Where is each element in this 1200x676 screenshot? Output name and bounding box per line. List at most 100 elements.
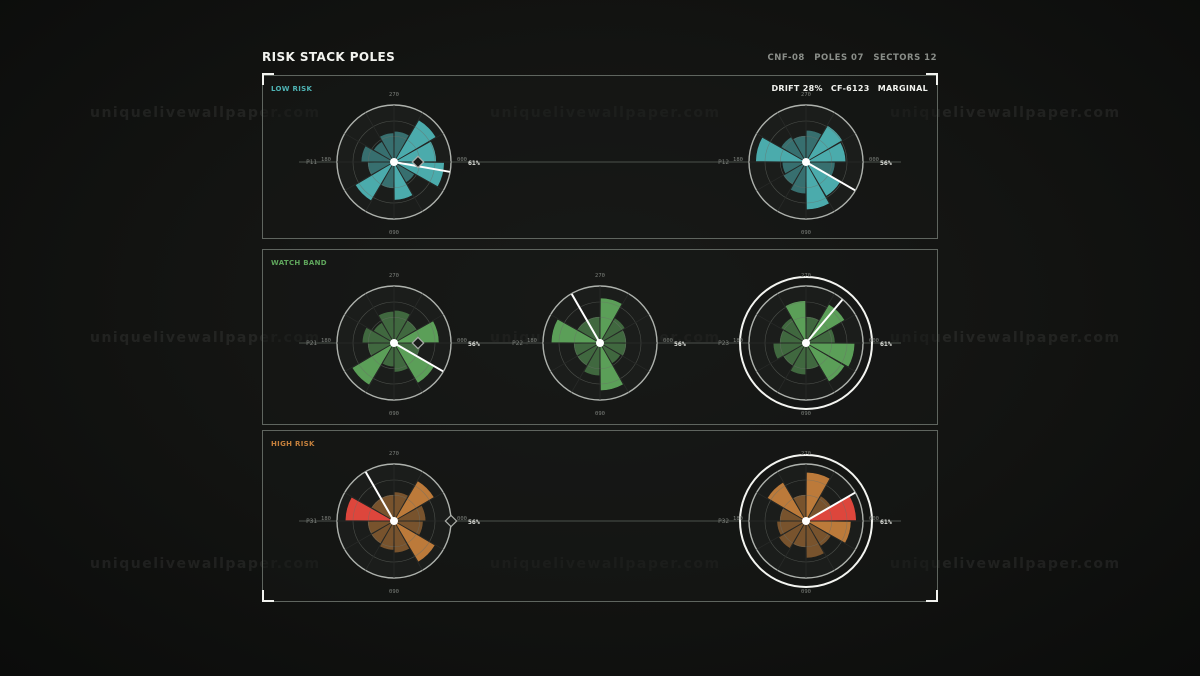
sector-bar xyxy=(805,520,825,559)
pole-p23: 270 090 180 000 P23 61% xyxy=(718,273,892,417)
sector-bar xyxy=(351,342,395,386)
axis-label-right: 000 xyxy=(457,338,467,344)
sector-spoke xyxy=(805,314,856,344)
sector-bar xyxy=(393,140,437,163)
sector-spoke xyxy=(393,133,444,163)
axis-label-bottom: 090 xyxy=(595,411,605,417)
sector-spoke xyxy=(365,520,395,571)
sector-spoke xyxy=(805,471,835,522)
frame-corner xyxy=(262,590,274,602)
needle xyxy=(393,342,444,372)
sector-bar xyxy=(393,520,436,563)
sector-spoke xyxy=(393,161,444,191)
pole-percent: 61% xyxy=(468,159,480,167)
sector-spoke xyxy=(599,342,650,372)
axis-label-top: 270 xyxy=(389,92,399,98)
sector-spoke xyxy=(599,342,629,393)
axis-label-top: 270 xyxy=(595,273,605,279)
pole-percent: 56% xyxy=(468,518,480,526)
pole-percent: 56% xyxy=(880,159,892,167)
sector-spoke xyxy=(344,520,395,550)
pole-percent: 61% xyxy=(880,518,892,526)
sector-spoke xyxy=(756,133,807,163)
pole-p31: 270 090 180 000 P31 56% xyxy=(306,451,480,595)
pole-id-label: P21 xyxy=(306,340,317,347)
status-readout: DRIFT 28% CF-6123 MARGINAL xyxy=(766,84,928,93)
axis-label-left: 180 xyxy=(733,157,743,163)
pole-p12: 270 090 180 000 P12 56% xyxy=(718,92,892,236)
case-id: CF-6123 xyxy=(830,84,870,93)
sector-spoke xyxy=(365,293,395,344)
band-label-high: HIGH RISK xyxy=(271,440,315,448)
sector-bar xyxy=(393,480,435,522)
sector-bar xyxy=(805,471,831,522)
sector-bar xyxy=(550,318,601,344)
sector-spoke xyxy=(777,471,807,522)
sector-spoke xyxy=(393,161,423,212)
sector-bar xyxy=(393,161,414,201)
watermark: uniquelivewallpaper.com xyxy=(90,105,321,121)
hub xyxy=(802,517,810,525)
watermark: uniquelivewallpaper.com xyxy=(890,105,1121,121)
sector-bar xyxy=(599,297,623,344)
diamond-marker xyxy=(411,336,425,350)
sector-spoke xyxy=(393,520,423,571)
axis-label-top: 270 xyxy=(801,451,811,457)
drift-value: DRIFT 28% xyxy=(771,84,823,93)
sector-spoke xyxy=(756,492,807,522)
pole-percent: 61% xyxy=(880,340,892,348)
pole-p32: 270 090 180 000 P32 61% xyxy=(718,451,892,595)
pole-id-label: P12 xyxy=(718,159,729,166)
sector-spoke xyxy=(805,342,835,393)
pole-id-label: P22 xyxy=(512,340,523,347)
band-label-watch: WATCH BAND xyxy=(271,259,327,267)
sector-spoke xyxy=(777,112,807,163)
axis-label-bottom: 090 xyxy=(801,589,811,595)
axis-label-top: 270 xyxy=(389,273,399,279)
sector-spoke xyxy=(393,342,423,393)
sector-bar xyxy=(784,300,807,344)
sector-spoke xyxy=(393,520,444,550)
sector-spoke xyxy=(365,342,395,393)
highlight-ring xyxy=(739,276,873,410)
sector-spoke xyxy=(805,342,856,372)
axis-label-right: 000 xyxy=(663,338,673,344)
sector-spoke xyxy=(777,161,807,212)
hub xyxy=(390,158,398,166)
sector-spoke xyxy=(756,520,807,550)
sector-spoke xyxy=(393,471,423,522)
hub xyxy=(802,158,810,166)
hub xyxy=(390,339,398,347)
page-title: RISK STACK POLES xyxy=(262,50,396,64)
frame-corner xyxy=(926,73,938,85)
axis-label-bottom: 090 xyxy=(389,230,399,236)
needle xyxy=(571,293,601,344)
axis-label-right: 000 xyxy=(869,516,879,522)
sector-spoke xyxy=(393,112,423,163)
sector-spoke xyxy=(550,342,601,372)
sector-spoke xyxy=(756,342,807,372)
sector-spoke xyxy=(393,293,423,344)
needle xyxy=(805,492,856,522)
hub xyxy=(802,339,810,347)
axis-label-left: 180 xyxy=(733,338,743,344)
sector-count: SECTORS 12 xyxy=(873,53,937,63)
pole-p22: 270 090 180 000 P22 56% xyxy=(512,273,686,417)
sector-bar xyxy=(755,136,807,163)
axis-label-right: 000 xyxy=(457,157,467,163)
status-badge: MARGINAL xyxy=(877,84,928,93)
sector-bar xyxy=(805,142,847,163)
axis-label-top: 270 xyxy=(801,92,811,98)
diamond-marker xyxy=(444,514,458,528)
axis-label-left: 180 xyxy=(733,516,743,522)
hub xyxy=(596,339,604,347)
hub xyxy=(390,517,398,525)
sector-spoke xyxy=(344,133,395,163)
pole-id-label: P23 xyxy=(718,340,729,347)
sector-spoke xyxy=(756,314,807,344)
axis-label-left: 180 xyxy=(527,338,537,344)
sector-spoke xyxy=(393,314,444,344)
axis-label-bottom: 090 xyxy=(801,411,811,417)
axis-label-bottom: 090 xyxy=(801,230,811,236)
